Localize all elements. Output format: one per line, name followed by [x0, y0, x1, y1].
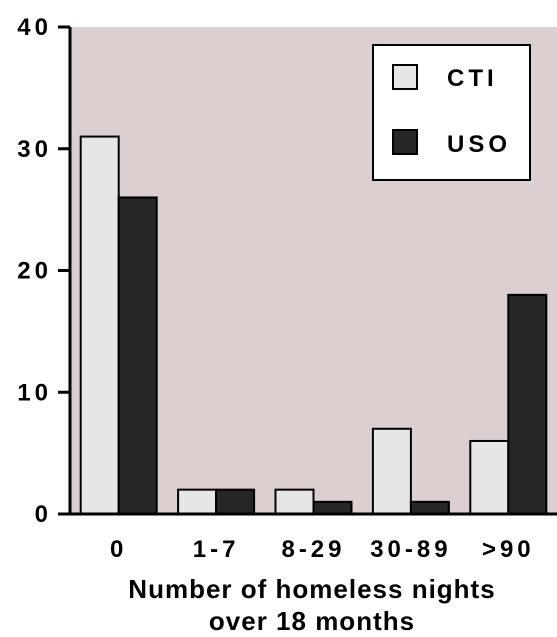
y-tick-label-3: 30 [17, 136, 52, 163]
legend-swatch-uso [392, 129, 418, 155]
bar-cti-0 [79, 135, 120, 515]
x-axis-label-line-2: over 18 months [209, 606, 415, 636]
y-ticks: 0 10 20 30 40 [17, 14, 70, 528]
x-axis-label-line-1: Number of homeless nights [128, 574, 495, 604]
x-tick-label-3: 30-89 [370, 536, 451, 563]
legend-label-cti: CTI [447, 65, 498, 92]
x-tick-label-2: 8-29 [281, 536, 345, 563]
bar-uso-2 [312, 500, 353, 516]
y-tick-label-1: 10 [17, 379, 52, 406]
x-tick-label-4: >90 [482, 536, 535, 563]
bar-uso-1 [215, 488, 256, 515]
x-tick-label-1: 1-7 [193, 536, 240, 563]
x-tick-label-0: 0 [110, 536, 127, 563]
legend: CTI USO [372, 44, 531, 181]
y-tick-label-2: 20 [17, 258, 52, 285]
bar-cti-3 [371, 427, 412, 515]
bar-uso-4 [507, 293, 548, 515]
legend-label-uso: USO [447, 131, 511, 158]
bar-cti-1 [177, 488, 218, 515]
y-tick-label-0: 0 [35, 501, 52, 528]
bars [79, 135, 548, 516]
x-ticks: 0 1-7 8-29 30-89 >90 [110, 536, 535, 563]
legend-swatch-cti [392, 64, 418, 90]
y-tick-label-4: 40 [17, 14, 52, 41]
bar-cti-4 [469, 439, 510, 516]
bar-cti-2 [274, 488, 315, 515]
bar-uso-3 [409, 500, 450, 516]
bar-uso-0 [117, 196, 158, 515]
